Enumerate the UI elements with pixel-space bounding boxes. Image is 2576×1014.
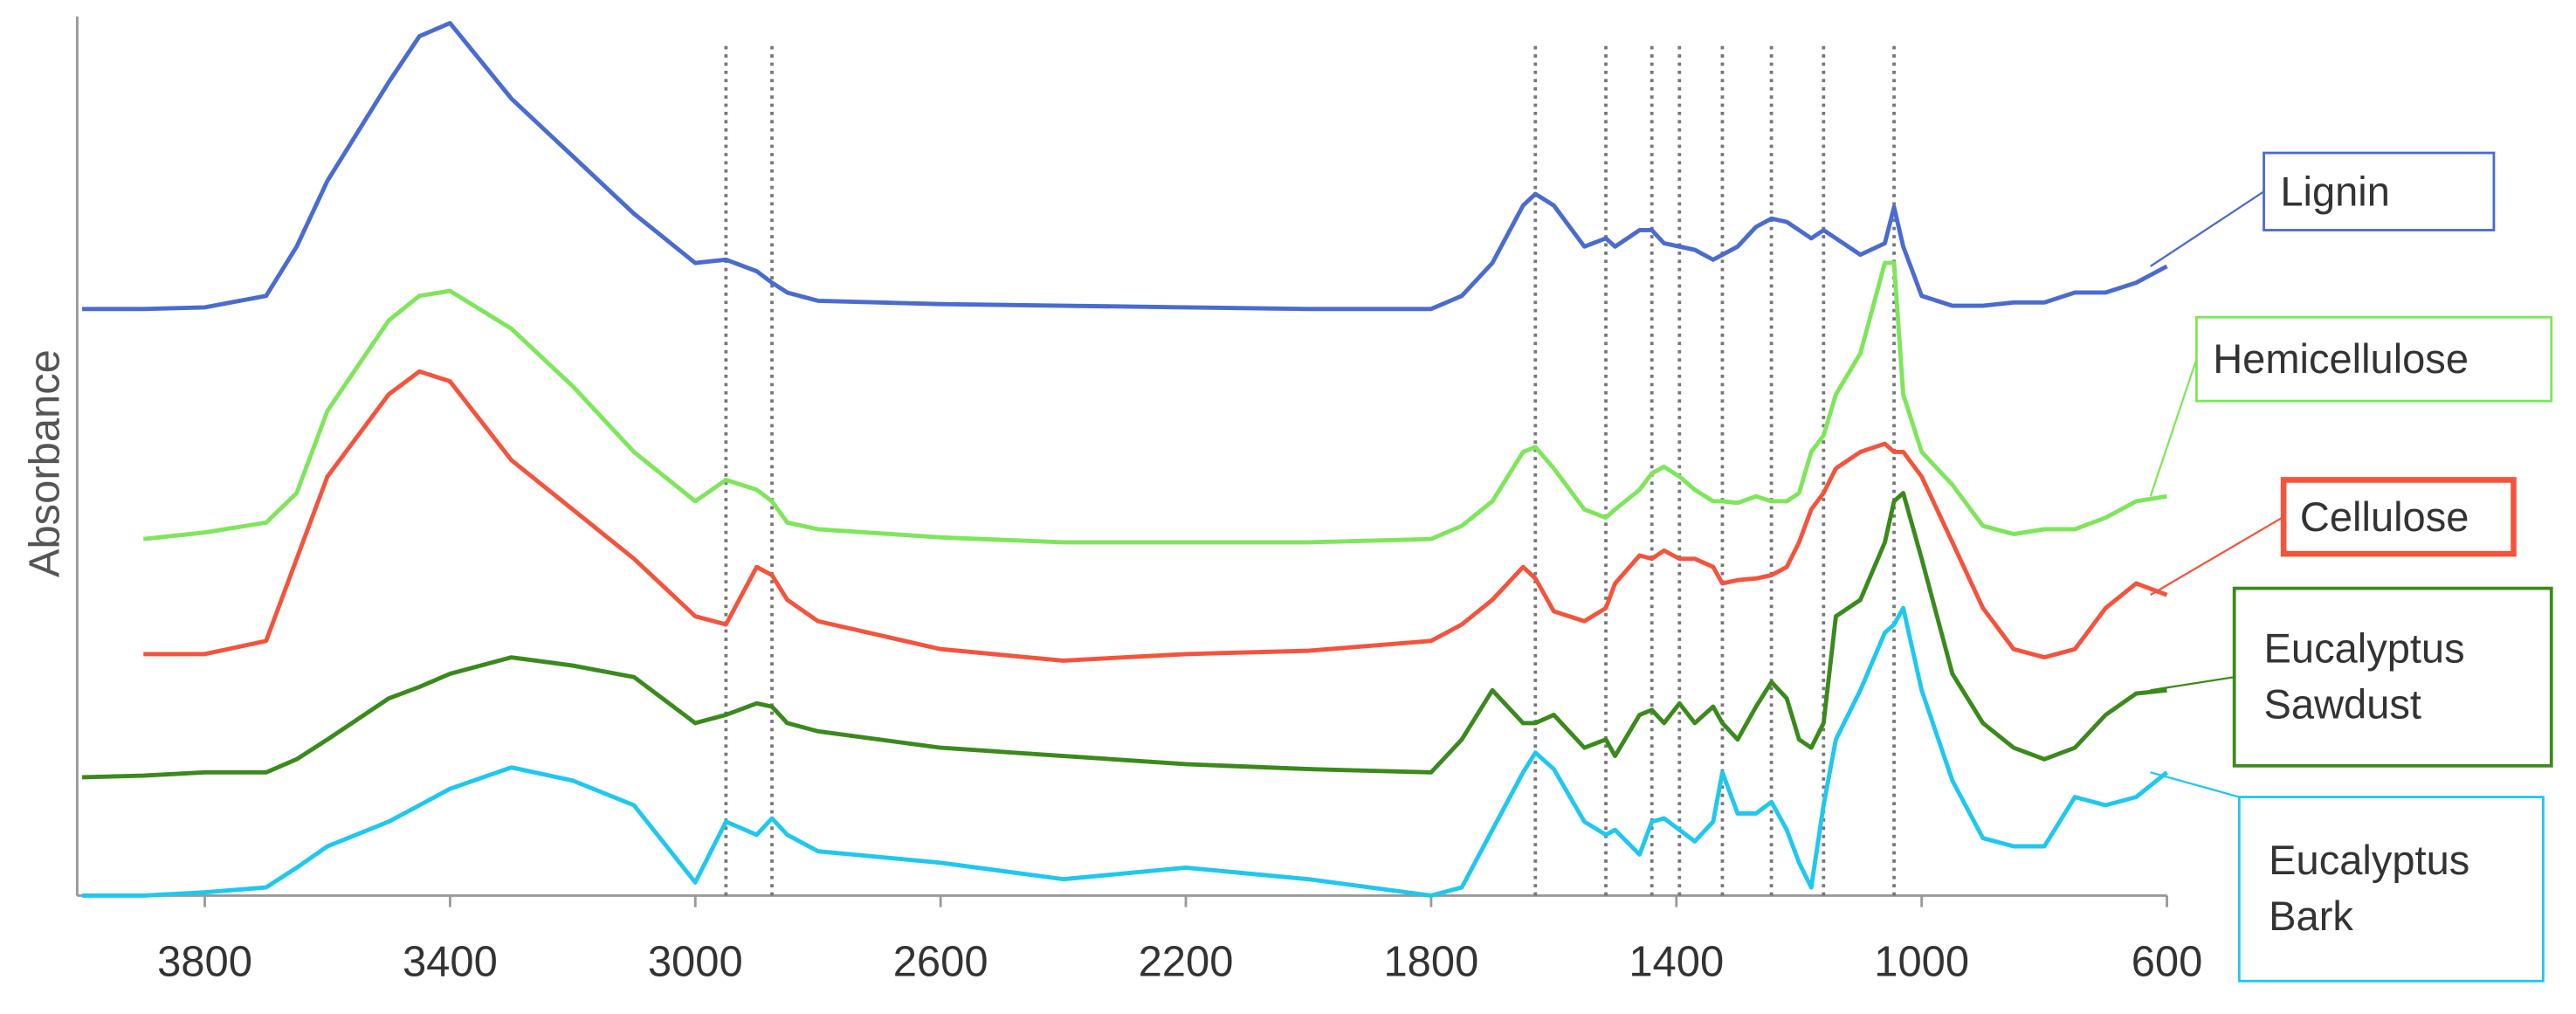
y-axis-label: Absorbance — [22, 349, 69, 577]
legend-box — [2237, 796, 2545, 983]
legend-label: Eucalyptus Sawdust — [2263, 625, 2465, 728]
legend-box — [2263, 151, 2496, 231]
series-line — [82, 605, 2169, 898]
x-tick-label: 2200 — [1139, 939, 1234, 986]
x-tick-label: 1800 — [1383, 939, 1478, 986]
legend-item: Eucalyptus Sawdust — [2263, 625, 2465, 728]
legend-item: Cellulose — [2299, 493, 2469, 541]
legend-item: Lignin — [2280, 168, 2390, 215]
x-tick-label: 3800 — [157, 939, 252, 986]
legend-connector — [2150, 771, 2240, 798]
legend-label: Cellulose — [2299, 493, 2469, 541]
legend-box — [2194, 315, 2553, 403]
series-line — [142, 260, 2167, 545]
legend-connector — [2150, 515, 2284, 597]
series-line — [143, 369, 2168, 663]
x-tick-label: 1000 — [1874, 939, 1969, 986]
legend-label: Eucalyptus Bark — [2269, 838, 2470, 941]
x-tick-label: 600 — [2132, 939, 2203, 986]
series-line — [82, 20, 2168, 312]
legend-box — [2232, 586, 2553, 768]
legend-connector — [2149, 358, 2198, 497]
series-line — [82, 491, 2167, 780]
legend-box — [2280, 477, 2517, 557]
legend-label: Lignin — [2280, 168, 2390, 215]
x-tick-label: 2600 — [893, 939, 988, 986]
legend-connector — [2150, 190, 2265, 267]
legend-connector — [2150, 676, 2235, 692]
x-tick-label: 1400 — [1629, 939, 1724, 986]
legend-label: Hemicellulose — [2213, 335, 2469, 383]
x-tick-label: 3400 — [403, 939, 498, 986]
legend-item: Eucalyptus Bark — [2269, 838, 2470, 941]
x-tick-label: 3000 — [648, 939, 743, 986]
legend-item: Hemicellulose — [2213, 335, 2469, 383]
